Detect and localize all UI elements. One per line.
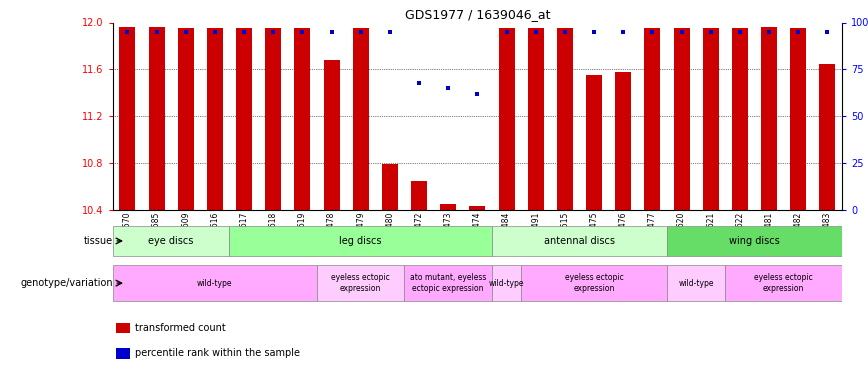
Point — [208, 29, 222, 35]
Bar — [615, 72, 631, 210]
Bar — [411, 181, 427, 210]
Text: eyeless ectopic
expression: eyeless ectopic expression — [565, 273, 623, 293]
Bar — [667, 265, 726, 301]
Bar — [120, 27, 135, 210]
Text: wild-type: wild-type — [679, 279, 713, 288]
Bar — [148, 27, 165, 210]
Title: GDS1977 / 1639046_at: GDS1977 / 1639046_at — [404, 8, 550, 21]
Bar — [382, 164, 398, 210]
Bar — [492, 226, 667, 256]
Bar — [317, 265, 404, 301]
Bar — [404, 265, 492, 301]
Text: transformed count: transformed count — [135, 323, 226, 333]
Point — [266, 29, 280, 35]
Bar — [586, 75, 602, 210]
Point — [616, 29, 630, 35]
Bar — [113, 226, 229, 256]
Point — [325, 29, 339, 35]
Text: genotype/variation: genotype/variation — [20, 278, 113, 288]
Point — [792, 29, 806, 35]
Point — [354, 29, 368, 35]
Bar — [440, 204, 457, 210]
Text: wild-type: wild-type — [489, 279, 524, 288]
Text: eyeless ectopic
expression: eyeless ectopic expression — [332, 273, 390, 293]
Bar — [819, 63, 835, 210]
Point — [558, 29, 572, 35]
Bar — [178, 28, 194, 210]
Text: ato mutant, eyeless
ectopic expression: ato mutant, eyeless ectopic expression — [410, 273, 486, 293]
Point — [587, 29, 601, 35]
Bar — [492, 265, 521, 301]
Bar — [557, 28, 573, 210]
Bar — [790, 28, 806, 210]
Point — [441, 85, 455, 91]
Bar — [207, 28, 223, 210]
Bar — [732, 28, 748, 210]
Point — [295, 29, 309, 35]
Point — [470, 91, 484, 97]
Text: wing discs: wing discs — [729, 236, 779, 246]
Text: antennal discs: antennal discs — [544, 236, 615, 246]
Bar — [352, 28, 369, 210]
Point — [820, 29, 834, 35]
Bar — [674, 28, 689, 210]
Bar — [498, 28, 515, 210]
Text: eyeless ectopic
expression: eyeless ectopic expression — [754, 273, 813, 293]
Point — [733, 29, 746, 35]
Point — [762, 29, 776, 35]
Point — [674, 29, 688, 35]
Bar — [667, 226, 842, 256]
Bar — [761, 27, 777, 210]
Bar — [294, 28, 311, 210]
Text: percentile rank within the sample: percentile rank within the sample — [135, 348, 299, 358]
Point — [149, 29, 163, 35]
Point — [412, 80, 426, 86]
Bar — [703, 28, 719, 210]
Bar — [116, 348, 129, 358]
Point — [383, 29, 397, 35]
Point — [500, 29, 514, 35]
Point — [121, 29, 135, 35]
Bar — [521, 265, 667, 301]
Bar — [113, 265, 317, 301]
Bar — [229, 226, 492, 256]
Point — [646, 29, 660, 35]
Point — [179, 29, 193, 35]
Point — [237, 29, 251, 35]
Bar — [266, 28, 281, 210]
Text: leg discs: leg discs — [339, 236, 382, 246]
Bar — [470, 207, 485, 210]
Text: eye discs: eye discs — [148, 236, 194, 246]
Text: wild-type: wild-type — [197, 279, 233, 288]
Text: tissue: tissue — [83, 236, 113, 246]
Point — [704, 29, 718, 35]
Bar — [324, 60, 339, 210]
Bar — [236, 28, 252, 210]
Bar — [116, 322, 129, 333]
Bar — [528, 28, 543, 210]
Bar — [644, 28, 661, 210]
Bar — [726, 265, 842, 301]
Point — [529, 29, 542, 35]
